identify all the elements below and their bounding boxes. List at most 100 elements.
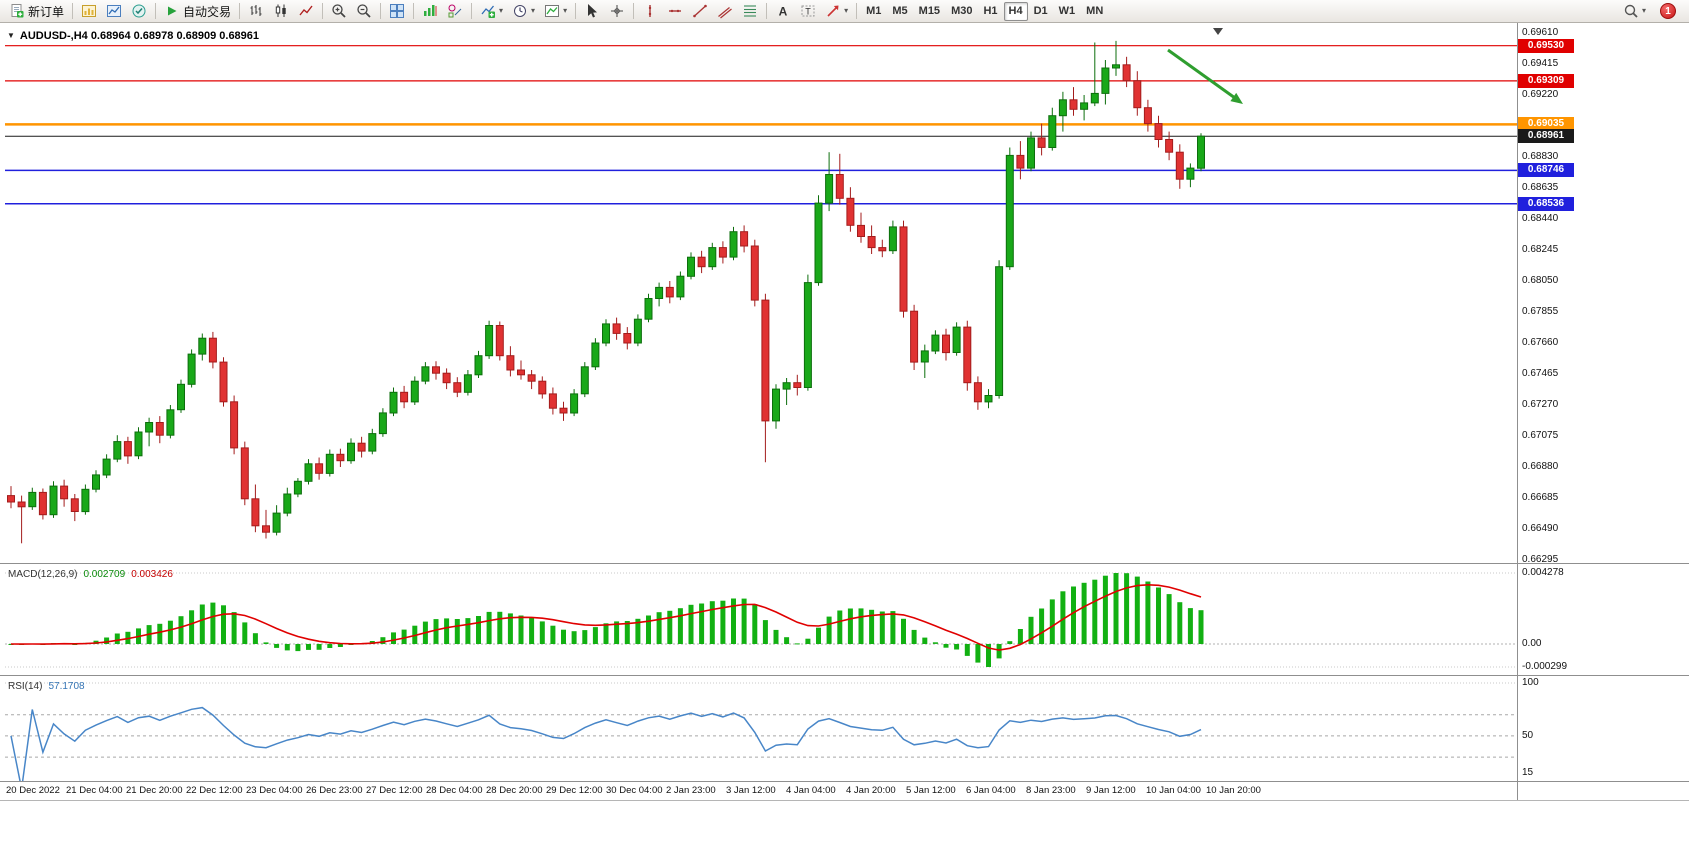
trendline-icon — [692, 3, 708, 19]
macd-histogram-bar — [1092, 579, 1098, 644]
time-axis-label: 23 Dec 04:00 — [246, 785, 303, 796]
candle-body — [676, 275, 685, 298]
candle-body — [878, 247, 887, 252]
fibonacci-button[interactable] — [738, 1, 762, 21]
candle-body — [240, 447, 249, 500]
time-axis-label: 28 Dec 20:00 — [486, 785, 543, 796]
candle-body — [113, 441, 122, 460]
timeframe-h1-button[interactable]: H1 — [978, 2, 1002, 21]
tile-windows-button[interactable] — [385, 1, 409, 21]
market-watch-icon — [106, 3, 122, 19]
macd-histogram-bar — [199, 604, 205, 644]
macd-histogram-bar — [401, 629, 407, 644]
price-axis-label: 0.68050 — [1522, 275, 1559, 286]
macd-histogram-bar — [178, 616, 184, 644]
rsi-chart — [5, 682, 1517, 790]
macd-histogram-bar — [242, 622, 248, 644]
arrows-button[interactable]: ▾ — [821, 1, 852, 21]
charts-button[interactable] — [77, 1, 101, 21]
candle-body — [814, 202, 823, 284]
candle-body — [697, 256, 706, 268]
channel-button[interactable] — [713, 1, 737, 21]
crosshair-button[interactable] — [605, 1, 629, 21]
candle-body — [70, 498, 79, 512]
bar-chart-button[interactable] — [244, 1, 268, 21]
timeframe-m30-button[interactable]: M30 — [946, 2, 977, 21]
indicators-list-button[interactable] — [418, 1, 442, 21]
charts-icon — [81, 3, 97, 19]
macd-histogram-bar — [454, 619, 460, 644]
horizontal-line-button[interactable] — [663, 1, 687, 21]
price-chart[interactable] — [5, 25, 1517, 563]
pivot-line-tag[interactable]: 0.69035 — [1518, 117, 1574, 131]
fibonacci-icon — [742, 3, 758, 19]
candle-body — [687, 256, 695, 277]
macd-histogram-bar — [316, 644, 322, 650]
candle-body — [1058, 99, 1067, 117]
candle-body — [1186, 167, 1195, 180]
candle-body — [145, 422, 154, 433]
label-icon: T — [800, 3, 816, 19]
resistance-line-2-tag[interactable]: 0.69309 — [1518, 74, 1574, 88]
add-indicator-button[interactable]: ▾ — [476, 1, 507, 21]
time-axis-label: 3 Jan 12:00 — [726, 785, 776, 796]
text-button[interactable]: A — [771, 1, 795, 21]
panel-separator[interactable] — [0, 563, 1689, 564]
macd-histogram-bar — [592, 627, 598, 644]
zoom-out-button[interactable] — [352, 1, 376, 21]
macd-histogram-bar — [529, 618, 535, 644]
time-axis-label: 5 Jan 12:00 — [906, 785, 956, 796]
vertical-line-button[interactable] — [638, 1, 662, 21]
macd-histogram-bar — [444, 618, 450, 644]
candle-body — [230, 401, 239, 449]
period-button[interactable]: ▾ — [508, 1, 539, 21]
price-axis-label: 0.67075 — [1522, 430, 1559, 441]
macd-histogram-bar — [465, 618, 471, 644]
support-line-1-tag[interactable]: 0.68746 — [1518, 163, 1574, 177]
trendline-button[interactable] — [688, 1, 712, 21]
search-button[interactable]: ▾ — [1619, 1, 1650, 21]
one-click-trading-toggle[interactable]: ▼ — [7, 31, 15, 40]
candle-body — [888, 226, 897, 252]
macd-histogram-bar — [1049, 599, 1055, 644]
current-price-line-tag[interactable]: 0.68961 — [1518, 129, 1574, 143]
timeframe-m15-button[interactable]: M15 — [914, 2, 945, 21]
candlestick-chart-button[interactable] — [269, 1, 293, 21]
zoom-in-button[interactable] — [327, 1, 351, 21]
cursor-button[interactable] — [580, 1, 604, 21]
objects-list-button[interactable] — [443, 1, 467, 21]
resistance-line-1-tag[interactable]: 0.69530 — [1518, 39, 1574, 53]
candle-body — [1154, 123, 1163, 140]
line-chart-button[interactable] — [294, 1, 318, 21]
support-line-2-tag[interactable]: 0.68536 — [1518, 197, 1574, 211]
macd-label: MACD(12,26,9) — [8, 569, 78, 580]
candle-body — [708, 247, 717, 268]
chart-shift-marker[interactable] — [1213, 28, 1223, 35]
candle-body — [1080, 102, 1089, 110]
timeframe-w1-button[interactable]: W1 — [1054, 2, 1081, 21]
notification-badge[interactable]: 1 — [1660, 3, 1676, 19]
panel-separator[interactable] — [0, 675, 1689, 676]
macd-histogram-bar — [1177, 602, 1183, 644]
new-order-button[interactable]: 新订单 — [5, 1, 68, 21]
timeframe-m1-button[interactable]: M1 — [861, 2, 886, 21]
macd-histogram-bar — [1071, 586, 1076, 644]
trend-arrow[interactable] — [1167, 48, 1243, 104]
objects-list-icon — [447, 3, 463, 19]
data-window-button[interactable] — [127, 1, 151, 21]
time-axis-label: 29 Dec 12:00 — [546, 785, 603, 796]
candle-body — [336, 453, 345, 462]
market-watch-button[interactable] — [102, 1, 126, 21]
candle-body — [187, 353, 196, 385]
timeframe-h4-button[interactable]: H4 — [1003, 1, 1028, 21]
autotrading-button[interactable]: 自动交易 — [160, 1, 235, 21]
macd-histogram-bar — [391, 632, 396, 644]
label-button[interactable]: T — [796, 1, 820, 21]
template-button[interactable]: ▾ — [540, 1, 571, 21]
search-icon — [1623, 3, 1639, 19]
macd-signal-line — [10, 583, 1202, 651]
timeframe-mn-button[interactable]: MN — [1081, 2, 1108, 21]
candle-body — [718, 247, 727, 258]
timeframe-d1-button[interactable]: D1 — [1029, 2, 1053, 21]
timeframe-m5-button[interactable]: M5 — [887, 2, 912, 21]
